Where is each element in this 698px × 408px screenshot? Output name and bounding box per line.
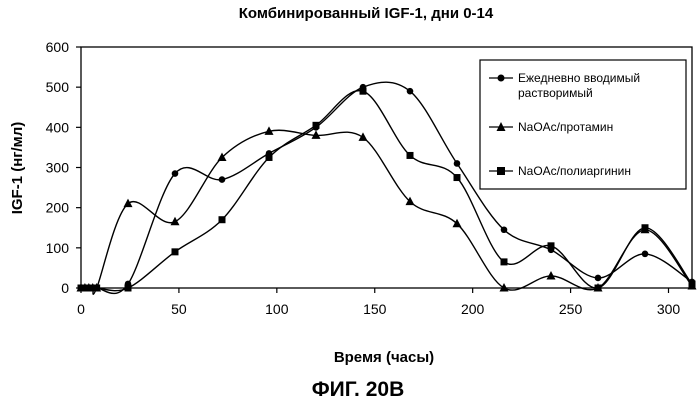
data-point-triangle [170,216,180,226]
y-tick-label: 600 [46,39,70,55]
data-point-circle [171,170,179,177]
y-axis-label: IGF-1 (нг/мл) [9,122,26,215]
x-tick-label: 0 [77,301,85,317]
data-point-square [81,284,89,292]
data-point-circle [218,176,226,183]
legend-marker-circle [497,74,505,82]
data-point-triangle [217,152,227,161]
data-point-triangle [499,283,509,292]
data-point-square [93,284,101,292]
x-tick-label: 150 [363,301,387,317]
data-point-triangle [546,270,556,280]
chart-title: Комбинированный IGF-1, дни 0-14 [239,5,494,22]
x-tick-label: 50 [171,301,187,317]
data-point-triangle [405,196,415,206]
data-point-square [406,151,414,159]
figure-caption: ФИГ. 20B [312,378,405,401]
x-tick-label: 200 [461,301,485,317]
data-point-square [171,248,179,256]
series-group [76,81,697,295]
x-tick-label: 300 [657,301,681,317]
data-point-triangle [452,218,462,228]
data-point-square [89,284,97,292]
legend-label-2: NaOAc/протамин [518,120,613,134]
axis-ticks: 0 50 100 150 200 250 300 0 100 200 300 400 500 600 [46,39,681,317]
data-point-square [688,280,696,288]
data-point-square [500,258,508,266]
legend-marker-triangle [496,122,506,131]
data-point-circle [641,250,649,258]
data-point-square [312,121,320,129]
x-axis-label: Время (часы) [334,349,434,366]
x-tick-label: 250 [559,301,583,317]
legend: Ежедневно вводимый растворимый NaOAc/про… [479,59,687,190]
data-point-circle [453,160,461,167]
data-point-square [547,242,555,250]
data-point-square [594,284,602,292]
data-point-triangle [123,198,133,208]
data-point-square [124,284,132,292]
y-tick-label: 500 [46,79,70,95]
y-tick-label: 400 [46,119,70,135]
data-point-circle [406,87,414,95]
data-point-circle [500,226,508,234]
data-point-square [359,87,367,95]
data-point-triangle [358,132,368,141]
data-point-square [453,174,461,182]
legend-box [479,59,687,190]
x-tick-label: 100 [265,301,289,317]
y-tick-label: 100 [46,240,70,256]
legend-marker-square [497,167,505,175]
legend-label-1: Ежедневно вводимый растворимый [518,71,643,100]
y-tick-label: 200 [46,200,70,216]
data-point-triangle [311,130,321,139]
data-point-triangle [264,126,274,135]
data-point-square [218,216,226,224]
y-tick-label: 300 [46,160,70,176]
y-tick-label: 0 [61,280,69,296]
legend-label-3: NaOAc/полиаргинин [518,164,631,178]
data-point-square [265,153,273,161]
data-point-circle [594,274,602,282]
data-point-square [641,224,649,232]
data-point-square [85,284,93,292]
data-point-square [77,284,85,292]
